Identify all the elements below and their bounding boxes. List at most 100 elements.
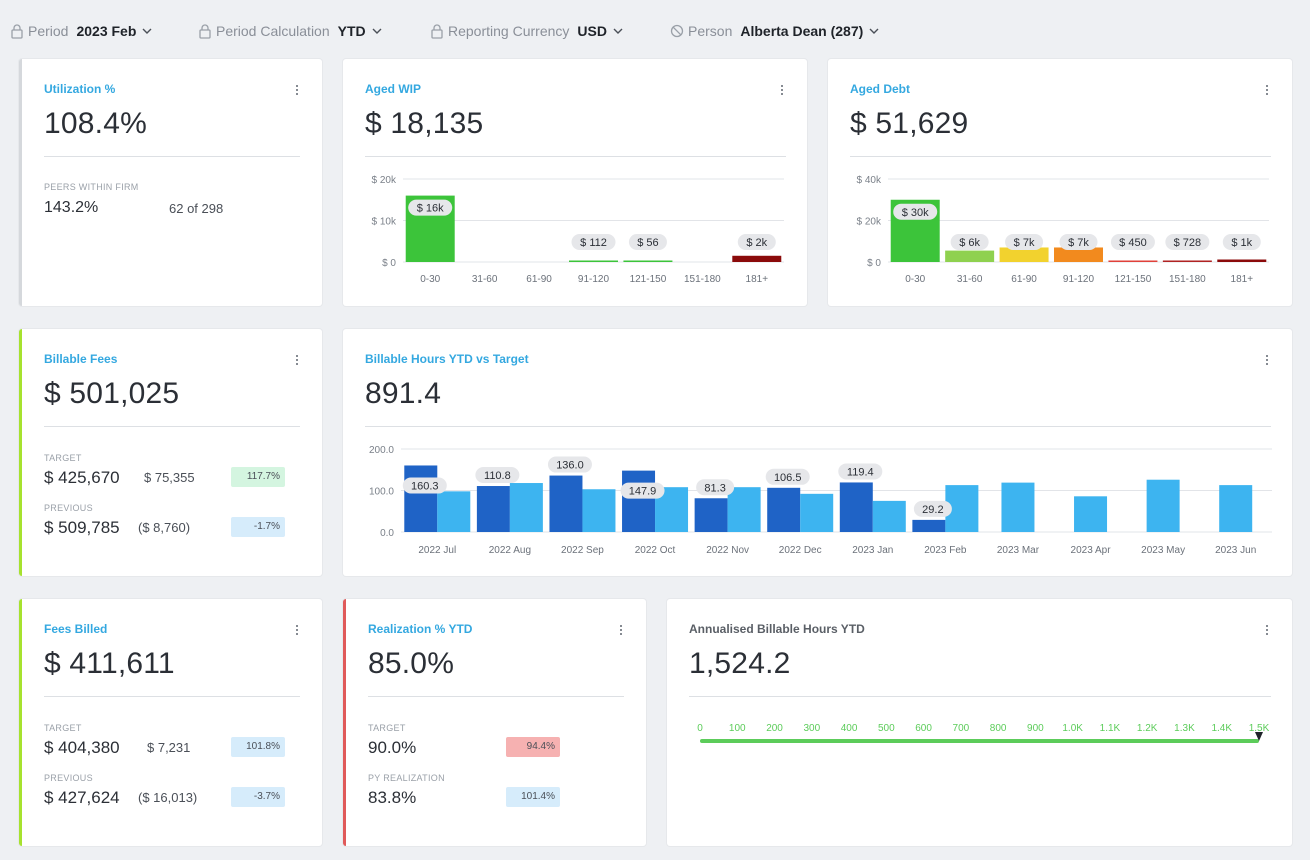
target-label: TARGET <box>44 723 82 733</box>
person-filter[interactable]: Person Alberta Dean (287) <box>670 20 880 42</box>
utilization-card: Utilization % 108.4% PEERS WITHIN FIRM 1… <box>19 59 322 306</box>
scale-tick-label: 300 <box>803 723 820 734</box>
scale-tick-label: 400 <box>841 723 858 734</box>
billable-hours-card: Billable Hours YTD vs Target 891.4 0.0 10… <box>343 329 1292 576</box>
fees-billed-card: Fees Billed $ 411,611 TARGET $ 404,380 $… <box>19 599 322 846</box>
target-pct-badge: 117.7% <box>231 467 285 487</box>
aged-debt-chart: $ 0 $ 20k $ 40k 0-30 $ 30k 31-60 $ 6k 61-90 $ 7k… <box>857 175 1269 285</box>
y-tick-label: $ 0 <box>382 258 396 269</box>
ban-icon <box>670 24 684 38</box>
data-label: 106.5 <box>774 472 802 484</box>
bar-121-150 <box>1108 260 1158 262</box>
kpi-value: 85.0% <box>368 647 455 680</box>
reporting-currency-filter[interactable]: Reporting Currency USD <box>430 20 624 42</box>
data-label: $ 112 <box>580 237 607 249</box>
data-label: $ 7k <box>1014 237 1035 249</box>
chevron-down-icon <box>869 28 879 34</box>
data-label-bg <box>913 500 952 517</box>
divider <box>365 426 1271 427</box>
lock-icon <box>431 24 443 39</box>
x-tick-label: 2022 Dec <box>779 545 822 556</box>
bar-181+ <box>732 255 782 262</box>
more-menu-icon[interactable] <box>1262 353 1272 367</box>
reporting-currency-filter-label: Reporting Currency <box>448 23 570 39</box>
previous-value: $ 427,624 <box>44 788 120 807</box>
x-tick-label: 121-150 <box>1115 274 1152 285</box>
period-filter[interactable]: Period 2023 Feb <box>10 20 153 42</box>
x-tick-label: 0-30 <box>905 274 925 285</box>
data-label: 110.8 <box>484 470 511 482</box>
more-menu-icon[interactable] <box>1262 83 1272 97</box>
data-label: 81.3 <box>704 482 725 494</box>
aged-debt-card: Aged Debt $ 51,629 $ 0 $ 20k $ 40k 0-30 $ 30… <box>828 59 1292 306</box>
y-tick-label: $ 10k <box>372 217 397 228</box>
chevron-down-icon <box>372 28 382 34</box>
target-bar-2023 Apr <box>1074 496 1108 532</box>
data-label-bg <box>893 203 938 220</box>
scale-tick-label: 1.4K <box>1211 723 1232 734</box>
kpi-value: $ 411,611 <box>44 647 175 680</box>
lock-icon <box>199 24 211 39</box>
chevron-down-icon <box>613 28 623 34</box>
divider <box>44 426 300 427</box>
x-tick-label: 2023 May <box>1141 545 1185 556</box>
scale-tick-label: 600 <box>915 723 932 734</box>
data-label-bg <box>402 477 447 494</box>
more-menu-icon[interactable] <box>292 353 302 367</box>
data-label: $ 30k <box>902 207 929 219</box>
x-tick-label: 31-60 <box>957 274 983 285</box>
target-pct-badge: 94.4% <box>506 737 560 757</box>
data-label-bg <box>1005 234 1044 250</box>
more-menu-icon[interactable] <box>616 623 626 637</box>
target-bar-2022 Nov <box>727 487 761 532</box>
scale-tick-label: 1.0K <box>1062 723 1083 734</box>
aged-wip-chart: $ 0 $ 10k $ 20k 0-30 $ 16k 31-60 61-90 91-120 $ … <box>372 175 784 285</box>
card-title: Annualised Billable Hours YTD <box>689 622 865 636</box>
kpi-value: 1,524.2 <box>689 647 791 680</box>
scale-tick-label: 1.3K <box>1174 723 1195 734</box>
scale-tick-label: 500 <box>878 723 895 734</box>
bar-151-180 <box>1162 260 1212 262</box>
bar-181+ <box>1217 259 1267 262</box>
x-tick-label: 2023 Mar <box>997 545 1040 556</box>
more-menu-icon[interactable] <box>777 83 787 97</box>
x-tick-label: 2022 Aug <box>489 545 531 556</box>
more-menu-icon[interactable] <box>292 83 302 97</box>
x-tick-label: 0-30 <box>420 274 440 285</box>
scale-tick-label: 200 <box>766 723 783 734</box>
scale-bar <box>700 739 1259 743</box>
x-tick-label: 2022 Jul <box>418 545 456 556</box>
data-label: $ 728 <box>1174 237 1202 249</box>
annualised-hours-scale: 0 100 200 300 400 500 600 700 800 900 1.0K 1.1K 1.2K… <box>697 723 1270 743</box>
annualised-hours-card: Annualised Billable Hours YTD 1,524.2 0 1… <box>667 599 1292 846</box>
data-label-bg <box>1222 234 1261 250</box>
target-bar-2023 Mar <box>1001 482 1035 532</box>
kpi-value: $ 18,135 <box>365 107 484 140</box>
previous-label: PREVIOUS <box>44 503 93 513</box>
divider <box>368 696 624 697</box>
peer-rank: 62 of 298 <box>169 201 224 216</box>
y-tick-label: 0.0 <box>380 528 394 539</box>
period-calculation-filter[interactable]: Period Calculation YTD <box>198 20 383 42</box>
data-label-bg <box>1110 234 1155 250</box>
actual-bar-2022 Sep <box>549 475 583 532</box>
target-bar-2023 May <box>1146 479 1180 532</box>
data-label: 29.2 <box>922 504 943 516</box>
bar-61-90 <box>999 247 1049 262</box>
billable-hours-chart: 0.0 100.0 200.0 2022 Jul 160.3 2022 Aug 110.8 2… <box>369 445 1272 556</box>
data-label: 160.3 <box>411 480 439 492</box>
x-tick-label: 2023 Jan <box>852 545 893 556</box>
target-bar-2022 Sep <box>582 489 616 532</box>
bar-121-150 <box>623 260 673 262</box>
data-label: 119.4 <box>847 466 874 478</box>
kpi-value: $ 501,025 <box>44 377 180 410</box>
data-label-bg <box>620 482 665 499</box>
more-menu-icon[interactable] <box>1262 623 1272 637</box>
y-tick-label: 200.0 <box>369 445 394 456</box>
y-tick-label: $ 20k <box>372 175 397 186</box>
actual-bar-2022 Dec <box>767 487 801 532</box>
x-tick-label: 181+ <box>746 274 769 285</box>
chevron-down-icon <box>142 28 152 34</box>
more-menu-icon[interactable] <box>292 623 302 637</box>
py-realization-value: 83.8% <box>368 788 417 807</box>
